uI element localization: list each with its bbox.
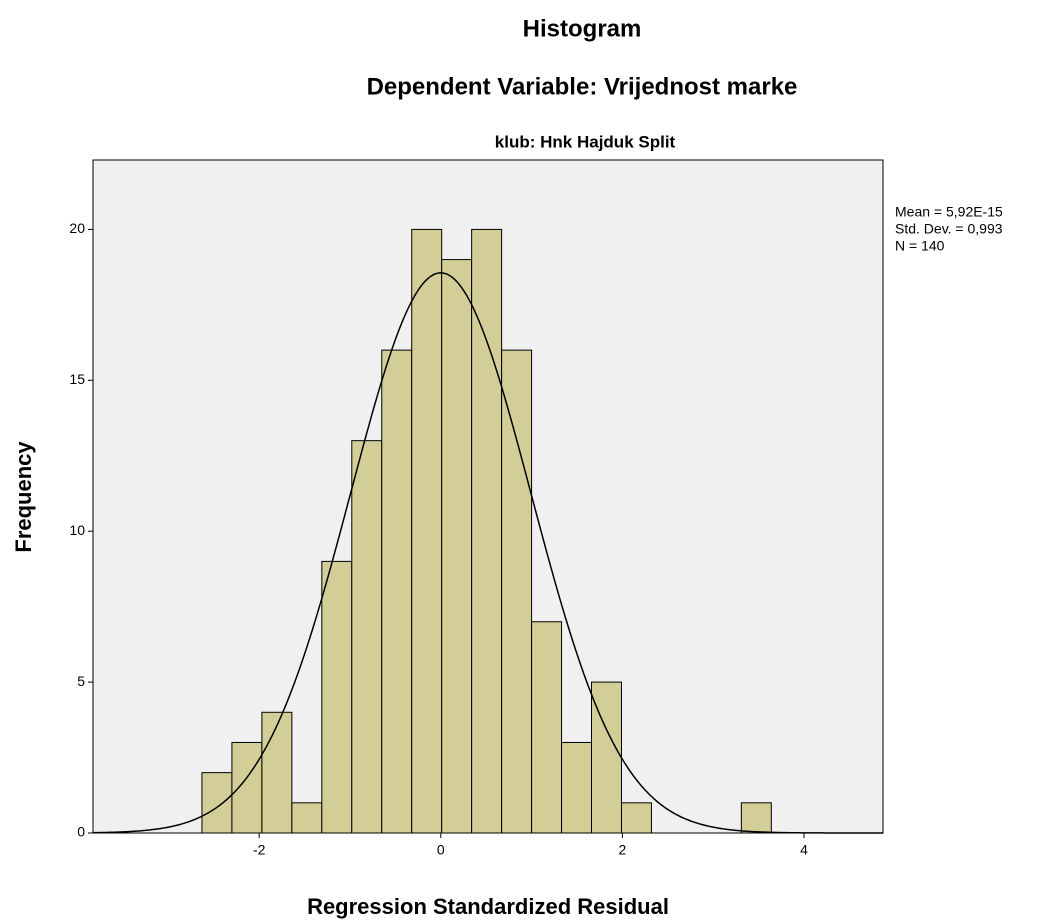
y-tick-label: 10 [69,522,85,538]
stats-annotation: N = 140 [895,238,945,254]
y-tick-label: 5 [77,673,85,689]
bar [561,741,593,834]
y-tick-label: 15 [69,371,85,387]
bar [620,802,652,834]
panel-title: klub: Hnk Hajduk Split [495,132,676,151]
bar [201,772,233,834]
normal-curve [92,272,883,834]
x-axis-label: Regression Standardized Residual [307,894,669,919]
bar [261,711,293,834]
x-tick-label: 2 [618,842,626,858]
x-tick-label: -2 [253,842,266,858]
stats-annotation: Mean = 5,92E-15 [895,204,1003,220]
bar [411,228,443,834]
bar [351,440,383,834]
bar [501,349,533,834]
x-tick-label: 0 [437,842,445,858]
bar [740,802,772,834]
bar [231,741,263,834]
y-tick-label: 0 [77,824,85,840]
bar [321,560,353,834]
bar [531,621,563,834]
y-tick-label: 20 [69,220,85,236]
stats-annotation: Std. Dev. = 0,993 [895,221,1003,237]
chart-title: Histogram [523,15,642,42]
bar [381,349,413,834]
bar [291,802,323,834]
bar [441,259,473,834]
bar [471,228,503,834]
x-tick-label: 4 [800,842,808,858]
chart-subtitle: Dependent Variable: Vrijednost marke [367,73,798,100]
y-axis-label: Frequency [11,441,36,553]
